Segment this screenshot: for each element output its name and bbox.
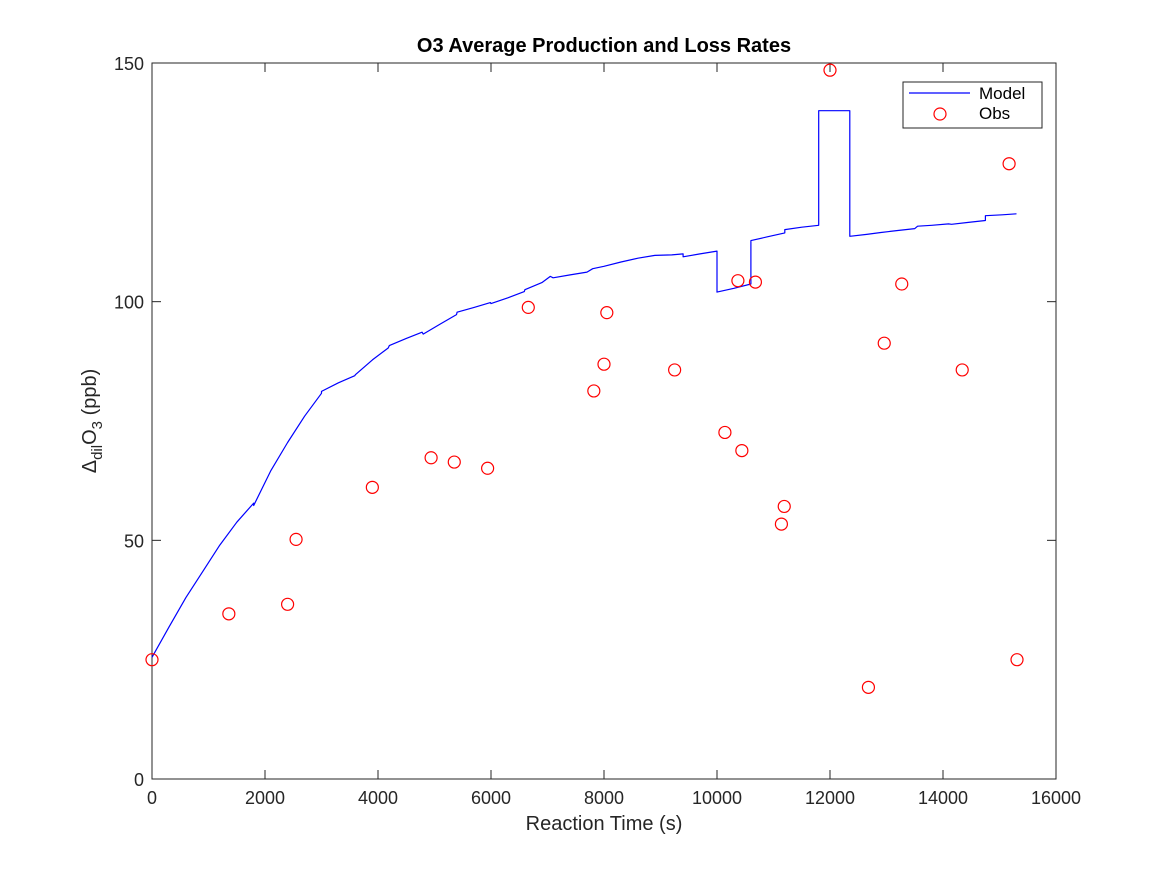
y-axis-title-o: O <box>79 429 101 445</box>
obs-marker <box>481 461 495 475</box>
obs-marker <box>731 274 745 288</box>
y-tick-label: 150 <box>114 54 144 74</box>
legend-obs-marker <box>933 107 947 121</box>
y-tick-label: 100 <box>114 293 144 313</box>
plot-area <box>151 62 1057 780</box>
legend: Model Obs <box>902 81 1043 129</box>
axis-ticks <box>151 62 1057 780</box>
obs-marker <box>600 306 614 320</box>
obs-marker <box>365 480 379 494</box>
x-tick-label: 10000 <box>692 788 742 808</box>
x-tick-label: 8000 <box>584 788 624 808</box>
chart-title: O3 Average Production and Loss Rates <box>417 35 791 57</box>
obs-marker <box>521 300 535 314</box>
obs-marker <box>145 653 159 667</box>
obs-marker <box>1010 653 1024 667</box>
tick-labels: 0 2000 4000 6000 8000 10000 12000 14000 16000 0 50… <box>114 54 1081 808</box>
x-tick-label: 2000 <box>245 788 285 808</box>
obs-marker <box>281 597 295 611</box>
obs-marker <box>861 680 876 694</box>
legend-model-label: Model <box>979 84 1025 103</box>
obs-marker <box>447 455 461 469</box>
x-axis-title: Reaction Time (s) <box>526 813 683 835</box>
y-tick-label: 50 <box>124 531 144 551</box>
obs-marker <box>718 425 732 440</box>
obs-marker <box>587 384 601 398</box>
obs-marker <box>877 336 891 350</box>
obs-marker <box>895 277 909 291</box>
y-tick-label: 0 <box>134 770 144 790</box>
x-tick-label: 12000 <box>805 788 855 808</box>
x-tick-label: 16000 <box>1031 788 1081 808</box>
obs-marker <box>823 63 837 77</box>
obs-marker <box>777 499 791 514</box>
x-tick-label: 6000 <box>471 788 511 808</box>
obs-marker <box>1002 157 1016 171</box>
x-tick-label: 0 <box>147 788 157 808</box>
y-axis-title-o-sub: 3 <box>89 421 106 429</box>
series-layer <box>145 63 1024 694</box>
y-axis-title-delta-sub: dil <box>89 445 106 460</box>
obs-marker <box>955 363 969 377</box>
obs-marker <box>668 363 682 377</box>
y-axis-title-delta: Δ <box>79 460 101 473</box>
y-axis-title: ΔdilO3 (ppb) <box>79 369 106 474</box>
obs-marker <box>424 451 438 465</box>
obs-marker <box>735 443 749 458</box>
x-tick-label: 14000 <box>918 788 968 808</box>
legend-box <box>902 81 1043 129</box>
obs-marker <box>222 607 236 621</box>
x-tick-label: 4000 <box>358 788 398 808</box>
obs-marker <box>289 532 303 546</box>
obs-marker <box>748 275 763 289</box>
obs-marker <box>597 357 611 371</box>
y-axis-title-unit: (ppb) <box>79 369 101 421</box>
model-line <box>151 110 1017 658</box>
obs-marker <box>774 517 789 531</box>
legend-obs-label: Obs <box>979 104 1010 123</box>
